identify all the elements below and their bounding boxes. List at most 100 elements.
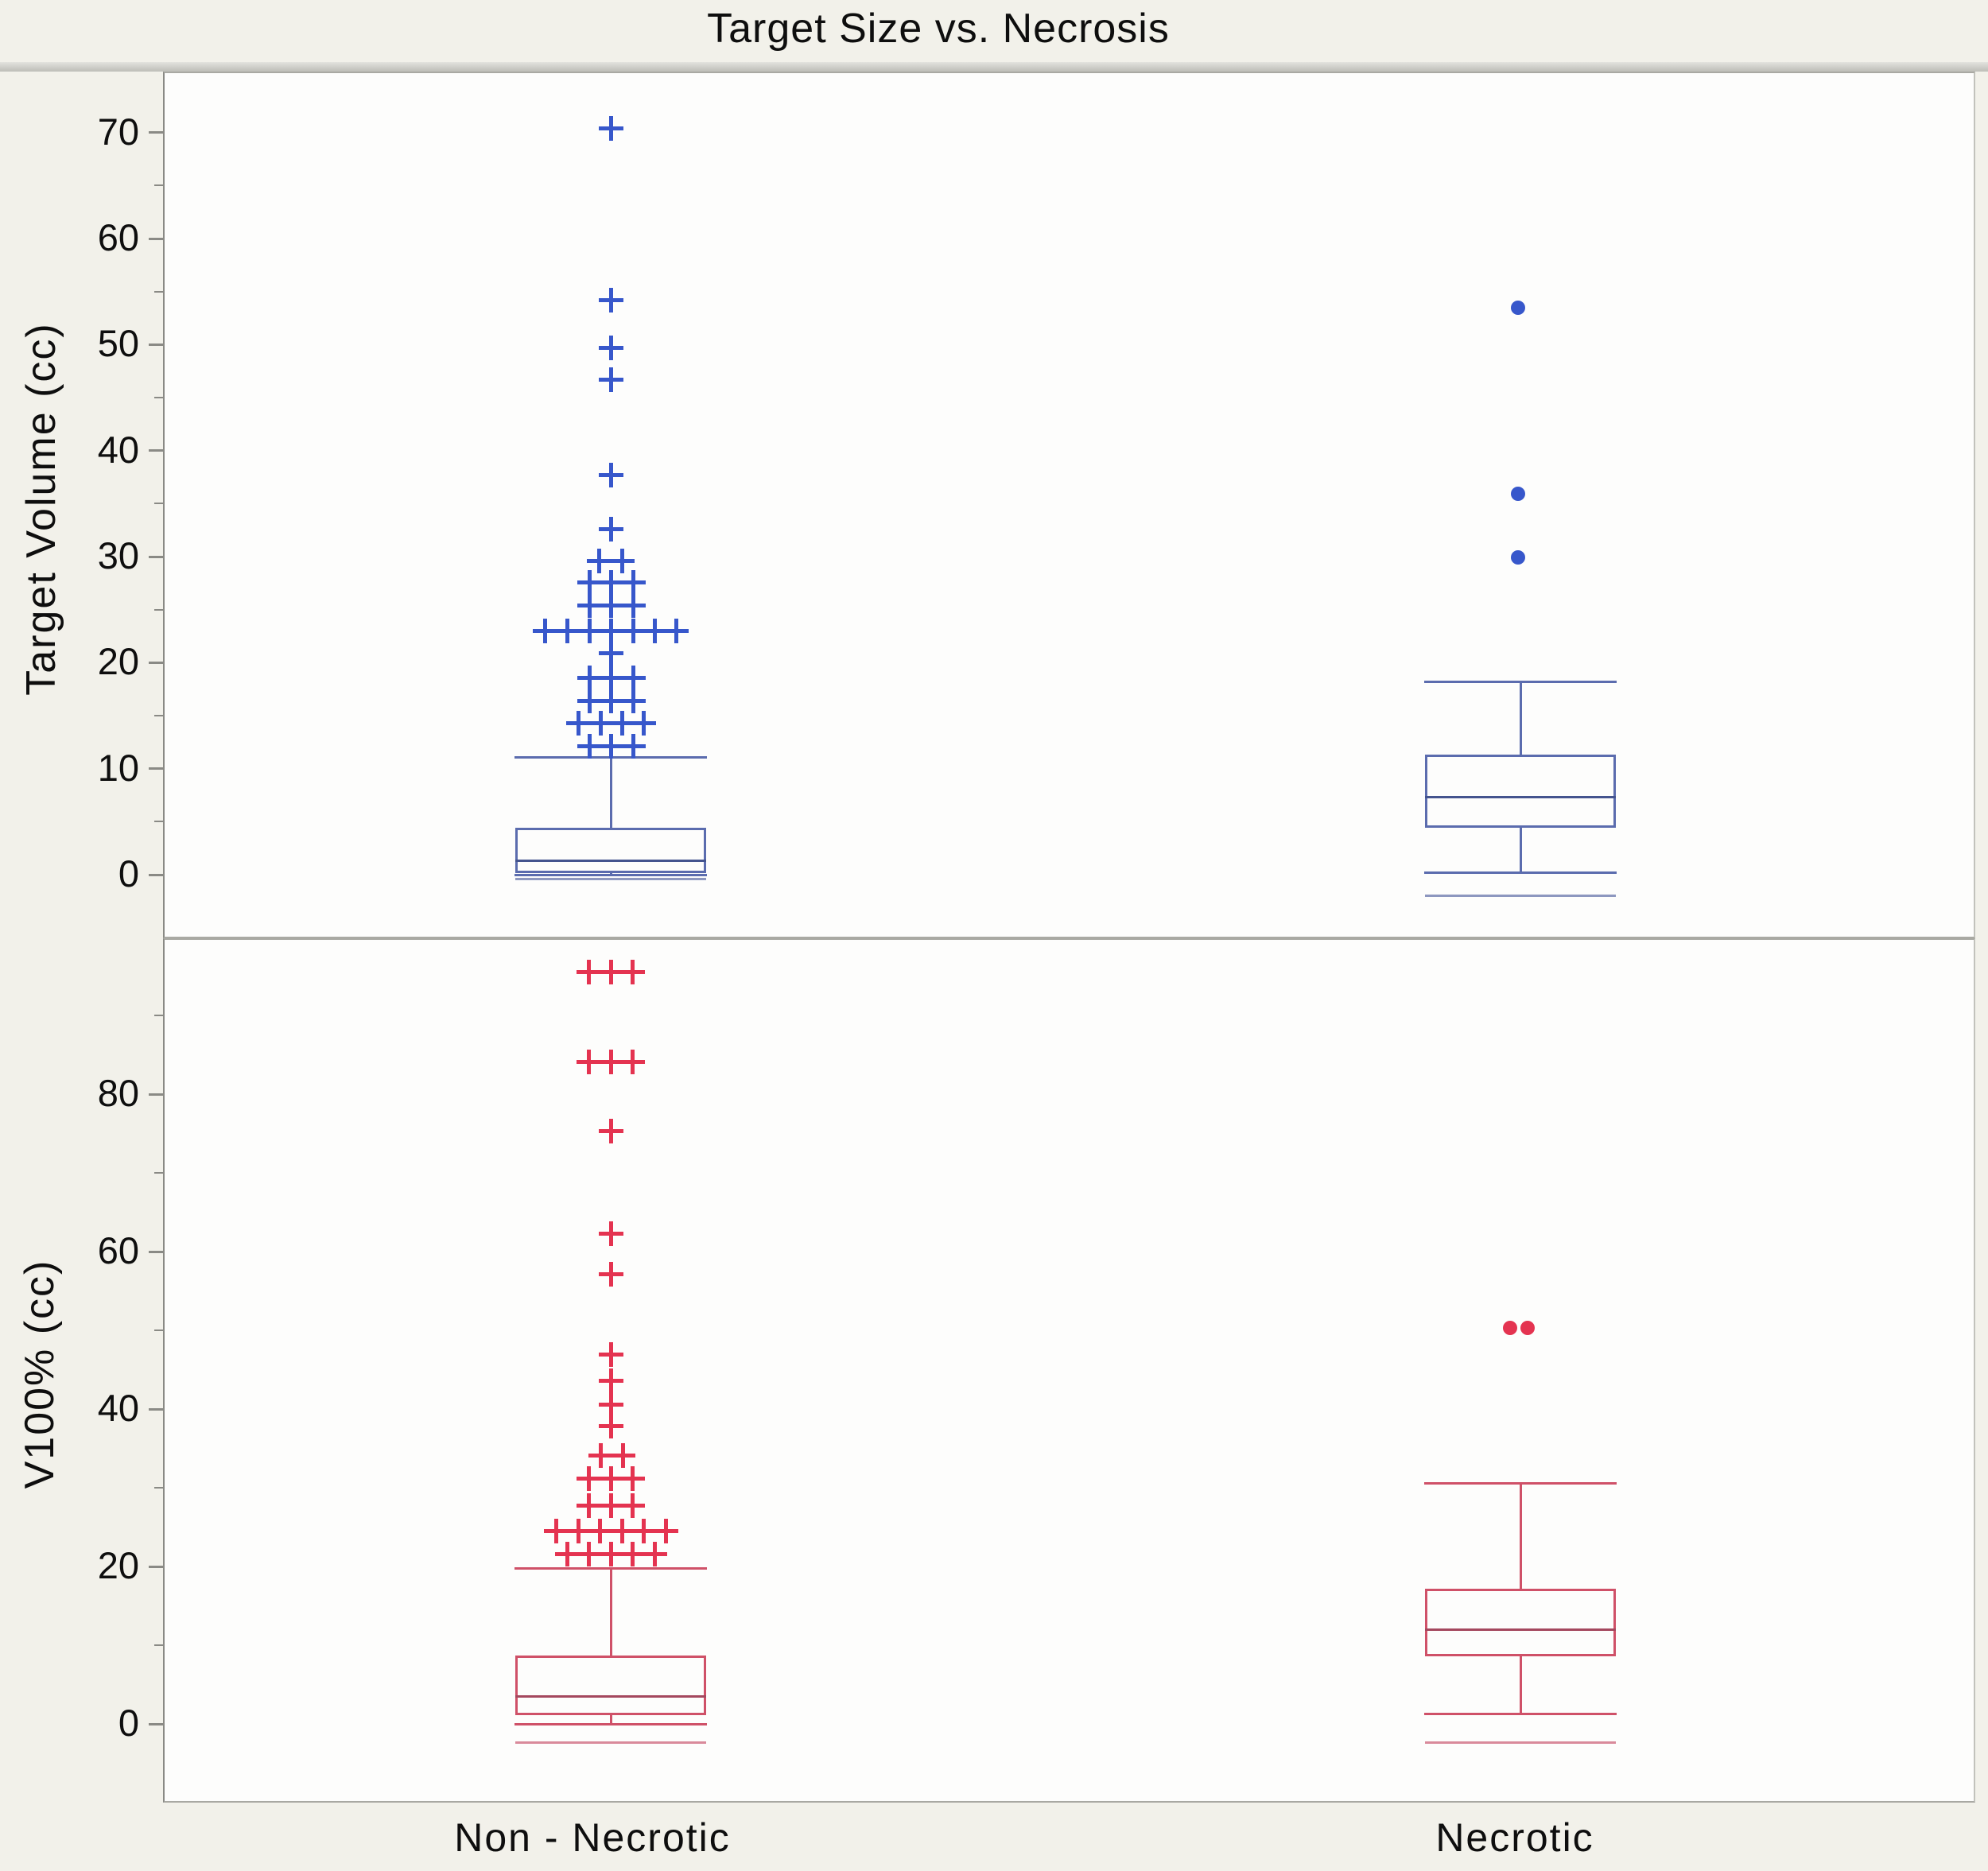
outlier-plus-marker — [631, 1518, 656, 1543]
outlier-plus-marker — [620, 569, 646, 595]
outlier-plus-marker — [663, 618, 689, 643]
plus-bar-v — [587, 618, 592, 643]
plus-bar-v — [608, 618, 613, 643]
y-minor-tick — [154, 821, 163, 823]
outlier-plus-marker — [653, 1518, 678, 1543]
outlier-plus-marker — [598, 1342, 623, 1368]
y-minor-tick — [154, 1172, 163, 1174]
plus-bar-v — [608, 462, 613, 487]
outlier-plus-marker — [598, 1262, 623, 1287]
plus-bar-v — [620, 1442, 625, 1468]
outlier-plus-marker — [554, 618, 580, 643]
plus-bar-v — [608, 688, 613, 713]
outlier-plus-marker — [598, 1392, 623, 1417]
y-tick-label: 10 — [97, 746, 139, 789]
y-minor-tick — [154, 184, 163, 187]
whisker-upper-cap — [1424, 1481, 1617, 1485]
whisker-upper-line — [609, 757, 612, 829]
plus-bar-v — [586, 960, 591, 985]
outlier-plus-marker — [576, 1541, 601, 1566]
x-category-label-necrotic: Necrotic — [1435, 1815, 1594, 1860]
shortest-half-bracket — [515, 877, 706, 880]
outlier-plus-marker — [532, 618, 557, 643]
whisker-lower-cap — [514, 873, 707, 876]
y-tick-label: 80 — [97, 1072, 139, 1114]
plus-bar-v — [587, 688, 592, 713]
whisker-lower-cap — [1424, 1712, 1617, 1715]
outlier-plus-marker — [620, 734, 646, 759]
iqr-box — [1425, 1588, 1616, 1656]
outlier-plus-marker — [609, 710, 635, 736]
iqr-box — [1425, 755, 1616, 829]
y-major-tick — [149, 873, 163, 876]
y-minor-tick — [154, 503, 163, 505]
median-line — [1425, 1628, 1616, 1631]
plus-bar-v — [608, 1049, 613, 1074]
plus-bar-v — [631, 665, 635, 690]
chart-title: Target Size vs. Necrosis — [707, 6, 1170, 52]
outlier-plus-marker — [610, 1442, 635, 1468]
outlier-plus-marker — [577, 618, 602, 643]
outlier-plus-marker — [598, 960, 623, 985]
plus-bar-v — [631, 618, 635, 643]
plus-bar-v — [608, 592, 613, 618]
plus-bar-v — [587, 569, 592, 595]
outlier-plus-marker — [586, 548, 612, 573]
iqr-box — [515, 828, 706, 873]
outlier-dot-marker — [1511, 300, 1525, 315]
outlier-plus-marker — [576, 1465, 601, 1491]
y-major-tick — [149, 1565, 163, 1568]
plus-bar-v — [608, 1414, 613, 1439]
whisker-lower-cap — [514, 1722, 707, 1725]
y-minor-tick — [154, 1329, 163, 1331]
outlier-plus-marker — [598, 640, 623, 666]
outlier-dot-marker — [1520, 1321, 1535, 1336]
plus-bar-v — [631, 734, 635, 759]
y-tick-label: 0 — [118, 852, 139, 895]
plus-bar-v — [608, 960, 613, 985]
whisker-lower-line — [1519, 828, 1522, 873]
y-major-tick — [149, 1093, 163, 1096]
median-line — [515, 860, 706, 863]
y-major-tick — [149, 661, 163, 664]
plus-bar-v — [598, 710, 603, 736]
outlier-plus-marker — [577, 665, 602, 690]
y-tick-label: 70 — [97, 110, 139, 153]
outlier-plus-marker — [565, 1518, 591, 1543]
outlier-dot-marker — [1511, 550, 1525, 565]
plus-bar-v — [608, 665, 613, 690]
whisker-upper-line — [609, 1568, 612, 1656]
outlier-plus-marker — [577, 734, 602, 759]
whisker-lower-line — [1519, 1656, 1522, 1714]
plus-bar-v — [641, 710, 646, 736]
y-major-tick — [149, 131, 163, 134]
y-tick-label: 40 — [97, 428, 139, 471]
median-line — [515, 1694, 706, 1698]
plus-bar-v — [597, 1518, 602, 1543]
plus-bar-v — [586, 1049, 591, 1074]
outlier-plus-marker — [543, 1518, 569, 1543]
y-minor-tick — [154, 715, 163, 716]
y-tick-label: 20 — [97, 1544, 139, 1586]
shortest-half-bracket — [515, 1741, 706, 1745]
outlier-plus-marker — [642, 618, 667, 643]
plus-bar-v — [553, 1518, 558, 1543]
plus-bar-v — [576, 1518, 580, 1543]
outlier-plus-marker — [598, 287, 623, 312]
plus-bar-v — [652, 1541, 657, 1566]
plus-bar-v — [608, 1368, 613, 1393]
y-major-tick — [149, 449, 163, 452]
panel-top-shadow-band — [0, 62, 1988, 72]
shortest-half-bracket — [1425, 895, 1616, 898]
outlier-plus-marker — [609, 548, 635, 573]
panel-target-volume — [163, 72, 1975, 938]
plus-bar-v — [619, 710, 624, 736]
outlier-plus-marker — [565, 710, 591, 736]
y-tick-label: 40 — [97, 1387, 139, 1429]
y-minor-tick — [154, 397, 163, 398]
y-major-tick — [149, 237, 163, 240]
whisker-upper-line — [1519, 681, 1522, 755]
outlier-plus-marker — [598, 665, 623, 690]
plus-bar-v — [608, 287, 613, 312]
plus-bar-v — [631, 592, 635, 618]
